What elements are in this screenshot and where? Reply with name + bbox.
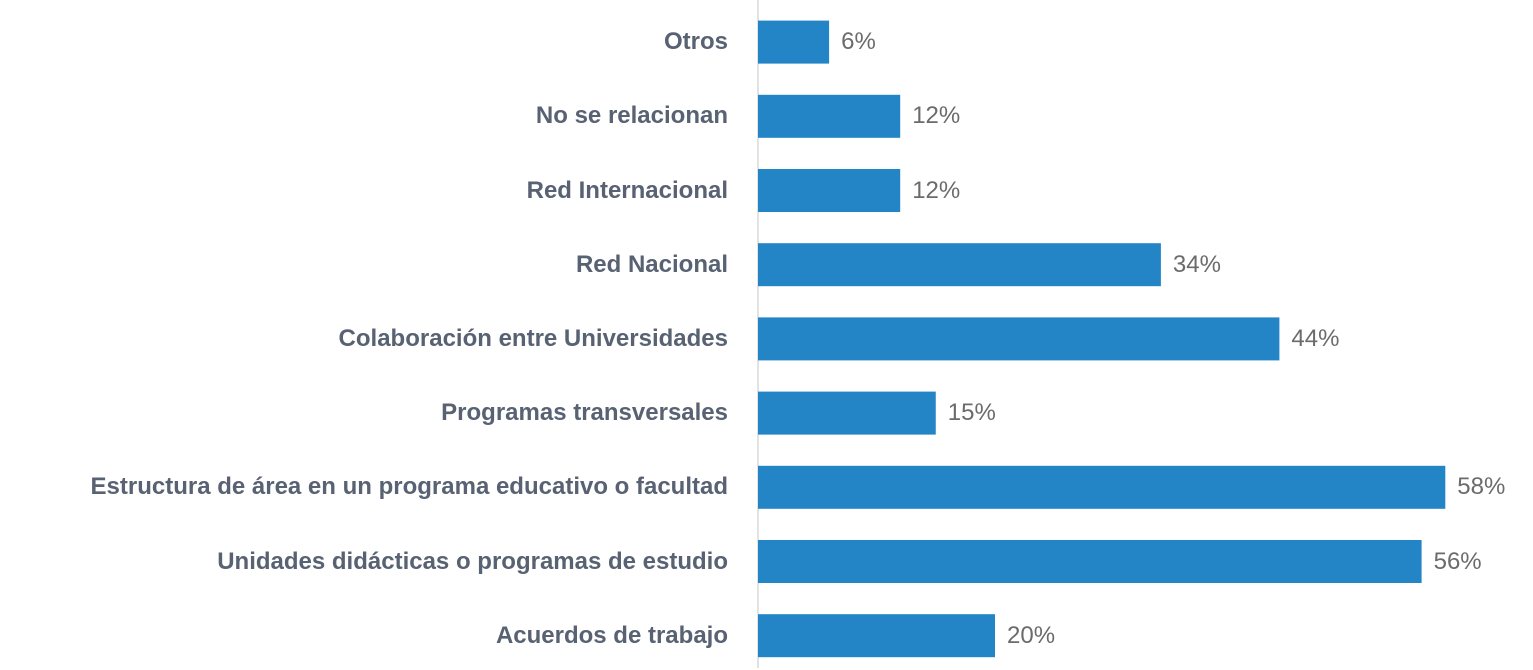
value-label-text: 34% [1172,250,1221,278]
category-label: Red Nacional [0,228,728,302]
category-label-text: Colaboración entre Universidades [338,324,728,352]
bar [758,20,830,64]
value-label-text: 58% [1457,473,1506,501]
category-label-text: Programas transversales [441,399,728,427]
value-label: 56% [1434,525,1482,599]
value-label-text: 12% [912,102,961,130]
category-label-text: Acuerdos de trabajo [495,621,728,649]
category-label: Programas transversales [0,376,728,450]
value-label: 34% [1173,228,1221,302]
value-label: 6% [841,5,876,79]
value-label-text: 20% [1007,621,1056,649]
value-label: 15% [948,376,996,450]
category-label: Acuerdos de trabajo [0,599,728,670]
category-label-text: Unidades didácticas o programas de estud… [217,547,728,575]
category-label: Red Internacional [0,154,728,228]
value-label-text: 56% [1433,547,1482,575]
bar [758,465,1446,509]
category-label: No se relacionan [0,79,728,153]
category-label-text: Red Internacional [526,176,728,204]
value-label: 20% [1007,599,1055,670]
category-label: Unidades didácticas o programas de estud… [0,525,728,599]
category-label-text: Red Nacional [575,250,728,278]
bar [758,540,1422,583]
value-label: 58% [1457,450,1505,524]
category-label: Otros [0,5,728,79]
value-label-text: 12% [912,176,961,204]
bar [758,94,901,138]
value-label-text: 44% [1291,324,1340,352]
category-label-text: Otros [663,28,728,56]
value-label: 12% [912,79,960,153]
category-label-text: Estructura de área en un programa educat… [90,473,729,501]
value-label: 44% [1291,302,1339,376]
bar [758,169,901,212]
value-label-text: 15% [947,399,996,427]
category-label: Estructura de área en un programa educat… [0,450,729,524]
category-label-text: No se relacionan [535,102,728,130]
bar [758,243,1161,287]
bar [758,317,1280,361]
bar [758,391,936,435]
bar [758,614,995,658]
value-label: 12% [912,154,960,228]
value-label-text: 6% [841,28,876,56]
category-label: Colaboración entre Universidades [0,302,728,376]
